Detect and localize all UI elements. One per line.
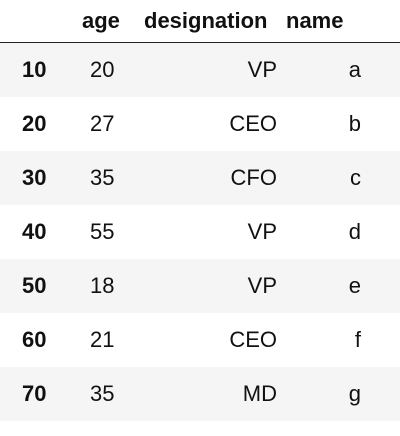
table-row: 50 18 VP e xyxy=(0,259,400,313)
header-name: name xyxy=(286,8,344,33)
row-index: 70 xyxy=(22,381,47,406)
name-cell: g xyxy=(348,381,361,406)
table-row: 10 20 VP a xyxy=(0,43,400,97)
row-index: 20 xyxy=(22,111,47,136)
designation-cell: VP xyxy=(247,273,277,298)
table-row: 30 35 CFO c xyxy=(0,151,400,205)
name-cell: f xyxy=(354,327,361,352)
name-cell: a xyxy=(348,57,361,82)
row-index: 30 xyxy=(22,165,47,190)
row-index: 60 xyxy=(22,327,47,352)
age-cell: 18 xyxy=(90,273,115,298)
name-cell: d xyxy=(348,219,361,244)
table-row: 60 21 CEO f xyxy=(0,313,400,367)
designation-cell: MD xyxy=(242,381,277,406)
header-index-cell xyxy=(22,0,60,42)
designation-cell: VP xyxy=(247,57,277,82)
age-cell: 35 xyxy=(90,381,115,406)
designation-cell: CEO xyxy=(229,111,277,136)
name-cell: b xyxy=(348,111,361,136)
age-cell: 20 xyxy=(90,57,115,82)
name-cell: c xyxy=(350,165,361,190)
row-index: 40 xyxy=(22,219,47,244)
table-row: 20 27 CEO b xyxy=(0,97,400,151)
designation-cell: VP xyxy=(247,219,277,244)
header-age: age xyxy=(82,8,120,33)
designation-cell: CFO xyxy=(230,165,277,190)
name-cell: e xyxy=(348,273,361,298)
table-row: 40 55 VP d xyxy=(0,205,400,259)
table-row: 70 35 MD g xyxy=(0,367,400,421)
table-header-row: age designation name xyxy=(0,0,400,43)
designation-cell: CEO xyxy=(229,327,277,352)
age-cell: 21 xyxy=(90,327,115,352)
age-cell: 35 xyxy=(90,165,115,190)
age-cell: 27 xyxy=(90,111,115,136)
age-cell: 55 xyxy=(90,219,115,244)
row-index: 10 xyxy=(22,57,47,82)
header-designation: designation xyxy=(144,8,268,33)
row-index: 50 xyxy=(22,273,47,298)
